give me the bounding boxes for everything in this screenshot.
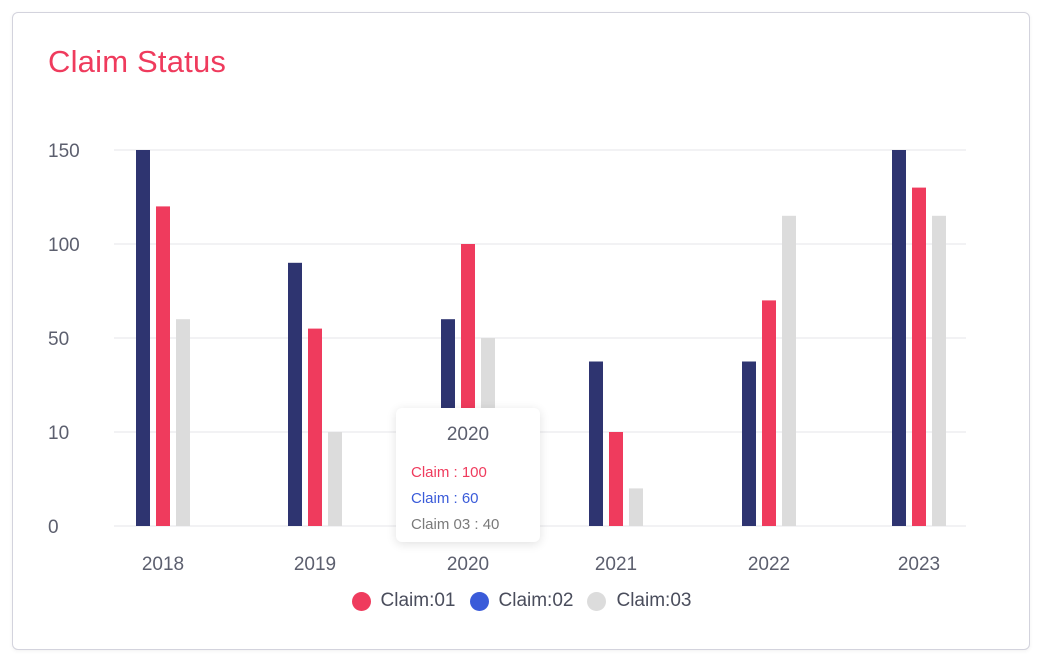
chart-legend: Claim:01 Claim:02 Claim:03 [0,590,1043,612]
tooltip-line-2: Claim : 60 [411,490,479,507]
chart-tooltip: 2020 Claim : 100 Claim : 60 Claim 03 : 4… [396,408,540,542]
legend-label-claim-01: Claim:01 [380,590,456,611]
legend-label-claim-02: Claim:02 [498,590,574,611]
legend-item-claim-01[interactable]: Claim:01 [351,590,456,612]
bar-2022-series-2 [762,300,776,526]
legend-item-claim-03[interactable]: Claim:03 [587,590,691,612]
bar-2018-series-1 [136,150,150,526]
bar-2019-series-1 [288,262,302,526]
bar-2019-series-3 [328,432,342,526]
y-tick-label-100: 100 [48,235,80,256]
bar-2022-series-1 [742,361,756,526]
bar-2022-series-3 [782,215,796,527]
y-tick-label-10: 10 [48,423,69,444]
legend-dot-claim-03 [587,591,607,611]
bar-2023-series-2 [912,187,926,526]
tooltip-title: 2020 [446,424,490,445]
x-tick-label-2019: 2019 [294,554,336,575]
bar-2023-series-1 [892,150,906,526]
legend-label-claim-03: Claim:03 [616,590,692,611]
x-tick-label-2023: 2023 [898,554,940,575]
bar-2021-series-2 [609,432,623,526]
y-tick-label-150: 150 [48,141,80,162]
bar-2021-series-3 [629,488,643,526]
chart-title: Claim Status [48,44,227,79]
bar-2019-series-2 [308,328,322,526]
x-tick-label-2021: 2021 [595,554,637,575]
x-tick-label-2022: 2022 [748,554,790,575]
bar-2021-series-1 [589,361,603,526]
x-tick-label-2018: 2018 [142,554,184,575]
tooltip-line-1: Claim : 100 [411,464,487,481]
bar-2018-series-3 [176,319,190,526]
y-tick-label-0: 0 [48,517,59,538]
tooltip-line-3: Claim 03 : 40 [411,516,500,533]
bar-2018-series-2 [156,206,170,526]
legend-dot-claim-02 [469,591,489,611]
x-tick-label-2020: 2020 [447,554,489,575]
y-tick-label-50: 50 [48,329,69,350]
bar-2023-series-3 [932,215,946,527]
legend-item-claim-02[interactable]: Claim:02 [469,590,574,612]
legend-dot-claim-01 [351,591,371,611]
